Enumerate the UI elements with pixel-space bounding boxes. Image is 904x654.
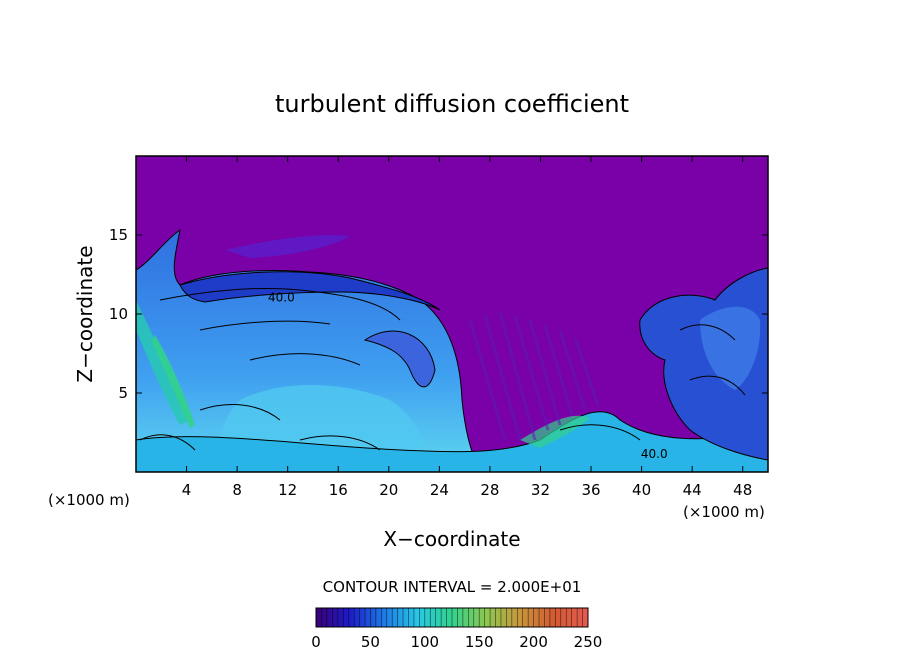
colorbar-ticks: 0 50 100 150 200 250 xyxy=(311,633,602,651)
x-tick-label: 28 xyxy=(480,481,499,499)
y-tick-label: 15 xyxy=(109,226,128,244)
field-region-cloud-top xyxy=(225,235,350,258)
x-axis-label: X−coordinate xyxy=(383,527,520,551)
colorbar-tick-label: 0 xyxy=(311,633,321,651)
y-tick-label: 5 xyxy=(118,384,128,402)
chart-title: turbulent diffusion coefficient xyxy=(275,90,629,118)
y-tick-label: 10 xyxy=(109,305,128,323)
field-region-green-streak xyxy=(152,335,195,428)
x-tick-label: 20 xyxy=(379,481,398,499)
colorbar-tick-label: 150 xyxy=(465,633,494,651)
contour-label: 40.0 xyxy=(641,447,668,461)
field-region-ground-green xyxy=(520,415,590,448)
colorbar-tick-label: 200 xyxy=(519,633,548,651)
x-tick-label: 36 xyxy=(581,481,600,499)
x-tick-label: 48 xyxy=(733,481,752,499)
y-axis-label: Z−coordinate xyxy=(73,245,97,382)
contour-label: 40.0 xyxy=(268,290,295,304)
turbulent-field xyxy=(136,228,768,472)
colorbar: 0 50 100 150 200 250 xyxy=(311,607,602,651)
plot-area xyxy=(136,156,768,472)
wave-streaks xyxy=(468,311,600,441)
x-tick-label: 16 xyxy=(329,481,348,499)
x-tick-label: 4 xyxy=(182,481,192,499)
colorbar-bins xyxy=(315,608,589,627)
x-tick-label: 8 xyxy=(232,481,242,499)
x-axis-ticks: 4 8 12 16 20 24 28 32 36 40 44 48 xyxy=(182,156,752,499)
contour-lines xyxy=(139,287,746,451)
colorbar-tick-label: 250 xyxy=(574,633,603,651)
y-axis-ticks: 5 10 15 xyxy=(109,226,768,402)
x-tick-label: 24 xyxy=(430,481,449,499)
field-region-swirl xyxy=(363,330,436,388)
x-tick-label: 32 xyxy=(531,481,550,499)
y-unit-label: (×1000 m) xyxy=(683,503,765,521)
x-unit-label: (×1000 m) xyxy=(48,491,130,509)
contour-interval-text: CONTOUR INTERVAL = 2.000E+01 xyxy=(323,578,582,596)
x-tick-label: 12 xyxy=(278,481,297,499)
colorbar-tick-label: 100 xyxy=(410,633,439,651)
x-tick-label: 44 xyxy=(683,481,702,499)
colorbar-tick-label: 50 xyxy=(361,633,380,651)
contour-labels: 40.0 40.0 xyxy=(268,290,668,460)
x-tick-label: 40 xyxy=(632,481,651,499)
